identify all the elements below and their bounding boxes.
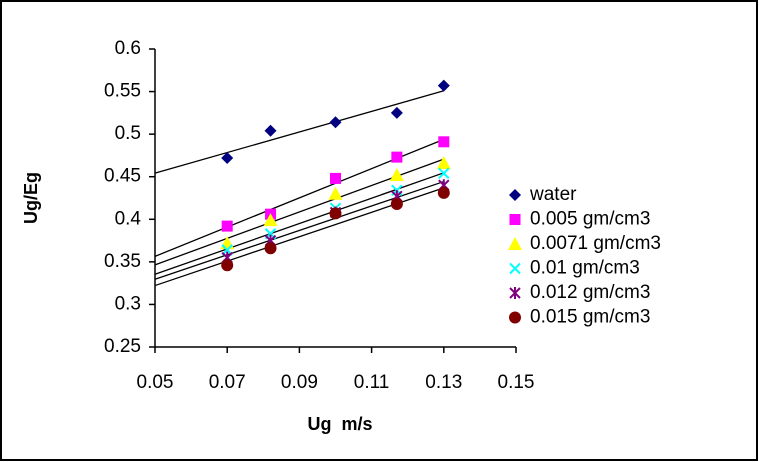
legend-label: 0.005 gm/cm3 (530, 209, 650, 230)
y-tick-label: 0.25 (104, 336, 141, 357)
marker (509, 214, 521, 225)
marker (508, 237, 522, 250)
marker (437, 79, 450, 92)
marker (509, 311, 521, 324)
marker (438, 136, 450, 148)
y-tick-label: 0.55 (104, 81, 141, 102)
marker (436, 156, 451, 170)
marker (330, 172, 341, 184)
trendline (154, 90, 444, 174)
marker (221, 220, 233, 232)
marker (437, 186, 450, 199)
marker (509, 189, 521, 201)
marker (264, 242, 277, 255)
marker (509, 262, 521, 275)
marker (263, 213, 278, 227)
marker (221, 151, 234, 164)
legend-label: 0.0071 gm/cm3 (530, 233, 661, 254)
marker (509, 287, 521, 299)
x-axis-title: Ug m/s (307, 414, 372, 434)
marker (221, 259, 234, 272)
marker (438, 167, 450, 180)
x-tick-label: 0.13 (425, 372, 462, 393)
marker (390, 106, 403, 119)
y-tick-label: 0.4 (115, 208, 142, 229)
x-tick-label: 0.07 (209, 372, 246, 393)
x-tick-label: 0.05 (137, 372, 174, 393)
marker (329, 116, 342, 129)
y-tick-label: 0.45 (104, 166, 141, 187)
y-tick-label: 0.35 (104, 251, 141, 272)
y-tick-label: 0.3 (115, 293, 141, 314)
y-axis-title: Ug/Eg (21, 172, 41, 224)
marker (391, 151, 403, 163)
legend-label: 0.012 gm/cm3 (530, 282, 650, 303)
legend-label: water (529, 184, 577, 205)
marker (328, 186, 343, 200)
y-tick-label: 0.6 (115, 38, 141, 59)
marker (389, 168, 404, 182)
marker (329, 207, 342, 220)
x-tick-label: 0.15 (498, 372, 535, 393)
marker (264, 124, 277, 137)
x-tick-label: 0.09 (281, 372, 318, 393)
marker (390, 197, 403, 210)
legend-label: 0.015 gm/cm3 (530, 307, 650, 328)
x-tick-label: 0.11 (354, 372, 390, 393)
y-tick-label: 0.5 (115, 123, 141, 144)
legend-label: 0.01 gm/cm3 (530, 258, 640, 279)
